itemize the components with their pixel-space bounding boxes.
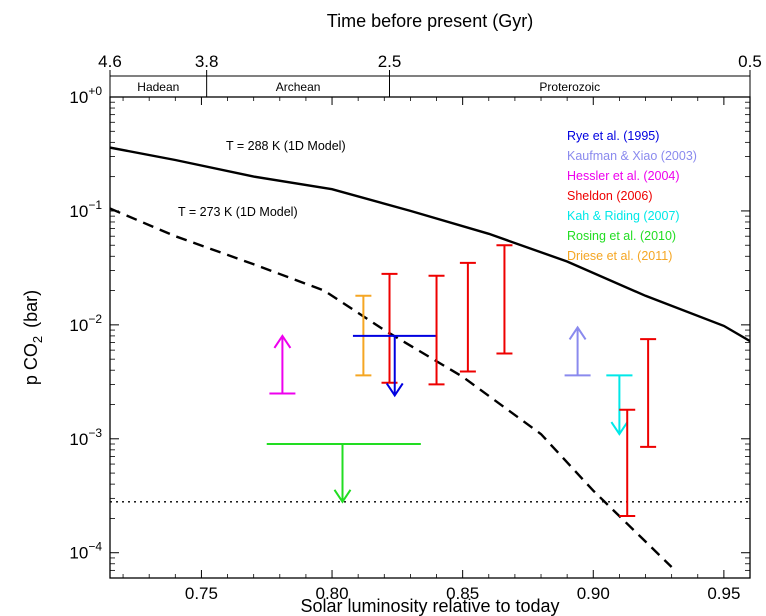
legend-entry: Kah & Riding (2007) <box>567 209 680 223</box>
y-axis-title: p CO2 (bar) <box>21 290 45 385</box>
annotation-group: T = 288 K (1D Model) T = 273 K (1D Model) <box>178 139 346 219</box>
y-tick-label: 10−3 <box>69 426 102 449</box>
y-tick-base: 10 <box>69 430 88 449</box>
constraint-rye-et-al-1995- <box>352 334 437 398</box>
series-line-t-288-k-1d-model- <box>110 146 750 343</box>
eon-label-hadean: Hadean <box>137 80 179 94</box>
constraint-group <box>266 244 657 518</box>
eon-label-archean: Archean <box>276 80 321 94</box>
constraint-kah-riding-2007- <box>606 374 633 436</box>
y-axis-title-sub: 2 <box>30 336 45 343</box>
constraint-sheldon-2006- <box>640 338 657 448</box>
x-tick-label: 0.95 <box>707 584 740 603</box>
y-tick-base: 10 <box>69 202 88 221</box>
constraint-arrowhead <box>385 382 404 398</box>
y-tick-label: 10−1 <box>69 198 102 221</box>
y-tick-exponent: −2 <box>88 312 102 326</box>
x-tick-label: 0.85 <box>446 584 479 603</box>
y-tick-base: 10 <box>69 88 88 107</box>
y-tick-exponent: −3 <box>88 426 102 440</box>
top-tick-label: 2.5 <box>378 52 402 71</box>
model-label-288k: T = 288 K (1D Model) <box>226 139 346 153</box>
tick-group: 4.6 3.8 2.5 0.50.75 0.80 0.85 0.90 0.9510+010−1… <box>69 52 761 603</box>
legend-entry: Hessler et al. (2004) <box>567 169 680 183</box>
y-tick-base: 10 <box>69 544 88 563</box>
y-tick-base: 10 <box>69 316 88 335</box>
model-label-273k: T = 273 K (1D Model) <box>178 205 298 219</box>
legend-entry: Kaufman & Xiao (2003) <box>567 149 697 163</box>
constraint-arrowhead <box>610 421 629 436</box>
constraint-sheldon-2006- <box>619 408 636 518</box>
y-tick-exponent: +0 <box>88 84 102 98</box>
x-tick-label: 0.90 <box>577 584 610 603</box>
eon-band: Hadean Archean Proterozoic <box>109 75 751 98</box>
top-tick-label: 4.6 <box>98 52 122 71</box>
top-tick-label: 3.8 <box>195 52 219 71</box>
constraint-rosing-et-al-2010- <box>266 443 421 504</box>
constraint-hessler-et-al-2004- <box>269 334 296 395</box>
series-line-t-273-k-1d-model- <box>110 207 673 568</box>
top-axis-title: Time before present (Gyr) <box>327 11 533 31</box>
constraint-sheldon-2006- <box>428 274 445 386</box>
legend-entry: Rye et al. (1995) <box>567 129 659 143</box>
x-tick-label: 0.80 <box>315 584 348 603</box>
y-tick-label: 10−2 <box>69 312 102 335</box>
top-tick-label: 0.5 <box>738 52 762 71</box>
y-tick-label: 10−4 <box>69 540 102 563</box>
series-group <box>110 146 750 568</box>
y-tick-label: 10+0 <box>69 84 102 107</box>
legend-entry: Rosing et al. (2010) <box>567 229 676 243</box>
constraint-arrowhead <box>333 489 352 504</box>
y-axis-title-main: p CO <box>21 343 41 385</box>
legend-entry: Driese et al. (2011) <box>567 249 672 263</box>
constraint-arrowhead <box>273 334 292 349</box>
y-axis-title-unit: (bar) <box>21 290 41 328</box>
constraint-sheldon-2006- <box>459 261 476 373</box>
legend-entry: Sheldon (2006) <box>567 189 652 203</box>
x-axis-title: Solar luminosity relative to today <box>300 596 559 616</box>
x-tick-label: 0.75 <box>185 584 218 603</box>
constraint-sheldon-2006- <box>496 244 513 355</box>
plot-frame <box>109 96 751 579</box>
eon-label-proterozoic: Proterozoic <box>539 80 600 94</box>
y-tick-exponent: −4 <box>88 540 102 554</box>
y-tick-exponent: −1 <box>88 198 102 212</box>
legend: Rye et al. (1995) Kaufman & Xiao (2003) He… <box>567 129 697 263</box>
plot-border <box>109 96 751 579</box>
constraint-arrowhead <box>568 325 587 340</box>
eon-band-frame <box>109 75 751 98</box>
constraint-kaufman-xiao-2003- <box>564 325 591 377</box>
